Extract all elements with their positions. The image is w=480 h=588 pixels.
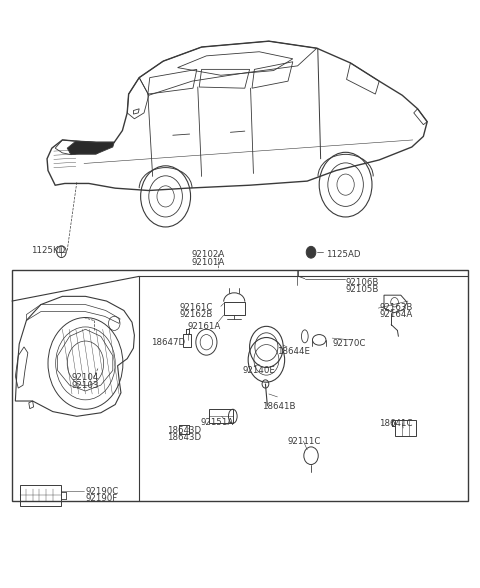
Text: 92140E: 92140E <box>242 366 275 375</box>
Text: 92190F: 92190F <box>85 494 118 503</box>
Text: 18644E: 18644E <box>277 347 311 356</box>
Text: 92190C: 92190C <box>85 487 119 496</box>
Text: 92101A: 92101A <box>192 258 225 267</box>
Text: 92111C: 92111C <box>287 437 321 446</box>
Text: 1125AD: 1125AD <box>326 250 361 259</box>
Text: 92151A: 92151A <box>201 418 234 427</box>
Text: 92162B: 92162B <box>180 310 214 319</box>
Text: 92106B: 92106B <box>346 278 379 286</box>
Text: 18643D: 18643D <box>167 426 201 435</box>
Text: 92170C: 92170C <box>332 339 366 348</box>
Text: 92164A: 92164A <box>379 310 412 319</box>
Text: 92163B: 92163B <box>379 303 413 312</box>
Text: 1125KD: 1125KD <box>31 246 65 255</box>
Text: 92103: 92103 <box>72 381 99 390</box>
Text: 18643D: 18643D <box>167 433 201 442</box>
Text: 92104: 92104 <box>72 373 99 382</box>
Text: 18641C: 18641C <box>379 419 413 428</box>
Text: 92105B: 92105B <box>346 285 379 293</box>
Circle shape <box>306 246 316 258</box>
Text: 18647D: 18647D <box>151 338 185 347</box>
Polygon shape <box>67 141 114 155</box>
Bar <box>12 270 468 501</box>
Text: 92161C: 92161C <box>180 303 214 312</box>
Text: 92102A: 92102A <box>192 250 225 259</box>
Text: 92161A: 92161A <box>187 322 220 330</box>
Text: 18641B: 18641B <box>262 402 295 411</box>
